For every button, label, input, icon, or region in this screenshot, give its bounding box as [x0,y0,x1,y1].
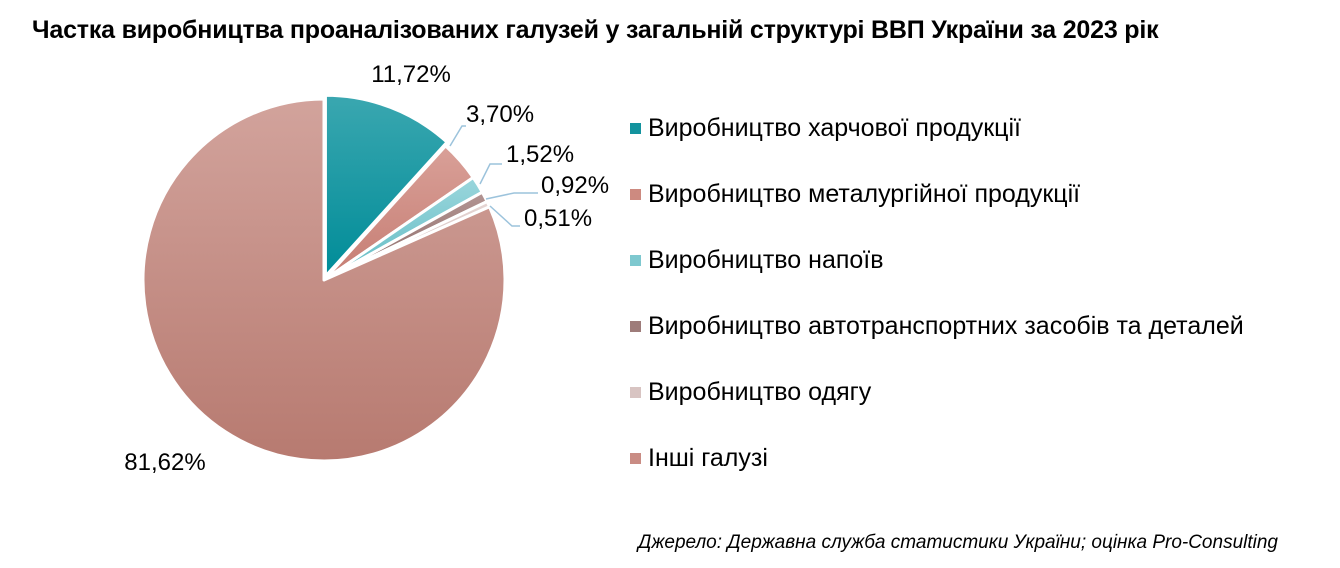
chart-title: Частка виробництва проаналізованих галуз… [32,16,1159,44]
legend-label-food: Виробництво харчової продукції [648,113,1021,142]
data-label-food: 11,72% [371,61,451,88]
pie-slice-food [323,93,449,278]
pie-slice-other [141,97,507,463]
legend-item-metallurgy: Виробництво металургійної продукції [630,161,1244,227]
legend-label-automotive: Виробництво автотранспортних засобів та … [648,311,1244,340]
legend-label-beverages: Виробництво напоїв [648,245,884,274]
legend-item-automotive: Виробництво автотранспортних засобів та … [630,293,1244,359]
legend-swatch-metallurgy [630,188,641,200]
legend-swatch-clothing [630,386,641,398]
legend-item-food: Виробництво харчової продукції [630,95,1244,161]
data-label-automotive: 0,92% [541,172,609,199]
legend-swatch-other [630,452,641,464]
legend-swatch-beverages [630,254,641,266]
source-note: Джерело: Державна служба статистики Укра… [637,532,1278,553]
data-label-beverages: 1,52% [506,141,574,168]
data-labels: 11,72% 3,70% 1,52% 0,92% 0,51% 81,62% [124,61,609,476]
leader-lines [449,125,538,227]
legend-item-clothing: Виробництво одягу [630,359,1244,425]
leader-line-clothing [489,205,520,227]
legend-item-beverages: Виробництво напоїв [630,227,1244,293]
leader-line-automotive [485,192,538,200]
leader-line-beverages [479,163,502,185]
data-label-other: 81,62% [124,449,205,476]
leader-line-metallurgy [449,125,466,147]
legend-label-other: Інші галузі [648,443,768,472]
legend-label-metallurgy: Виробництво металургійної продукції [648,179,1081,208]
data-label-metallurgy: 3,70% [466,101,534,128]
pie-slices [141,93,507,463]
legend-swatch-automotive [630,320,641,332]
legend: Виробництво харчової продукції Виробницт… [630,95,1244,491]
legend-label-clothing: Виробництво одягу [648,377,872,406]
data-label-clothing: 0,51% [524,205,592,232]
legend-item-other: Інші галузі [630,425,1244,491]
legend-swatch-food [630,122,641,134]
